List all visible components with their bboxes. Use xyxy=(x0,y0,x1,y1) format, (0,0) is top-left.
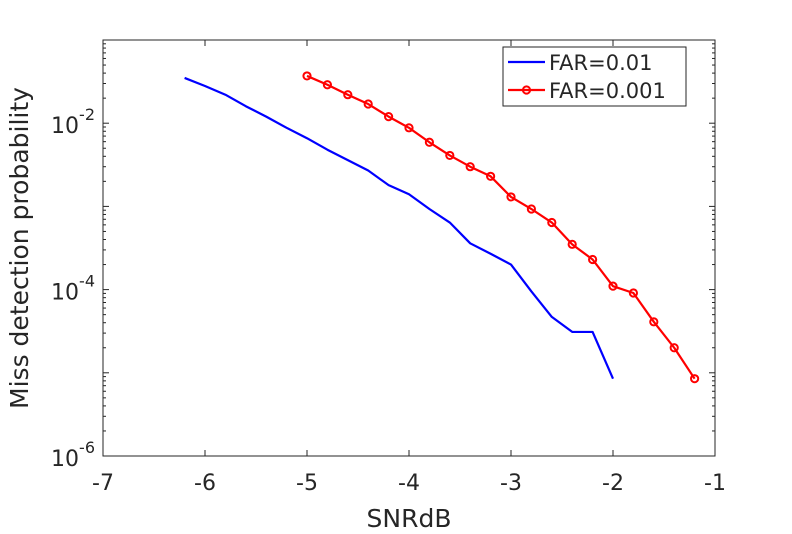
data-point xyxy=(567,239,577,249)
y-tick-label-exponent: -2 xyxy=(79,105,95,124)
legend-label: FAR=0.001 xyxy=(549,79,666,103)
data-point xyxy=(506,192,516,202)
data-point xyxy=(384,112,394,122)
x-axis-label: SNRdB xyxy=(367,504,452,533)
data-point xyxy=(424,137,434,147)
x-tick-label: -3 xyxy=(500,471,522,496)
legend: FAR=0.01 FAR=0.001 xyxy=(502,46,687,107)
legend-box xyxy=(502,46,687,107)
x-tick-label: -1 xyxy=(704,471,726,496)
axes-box xyxy=(102,39,716,457)
x-tick-label: -7 xyxy=(92,471,114,496)
data-point xyxy=(690,374,700,384)
x-tick-label: -4 xyxy=(398,471,420,496)
data-point xyxy=(588,254,598,265)
data-point xyxy=(526,204,537,214)
y-tick-label-base: 10 xyxy=(51,114,79,139)
y-tick-label: 10-2 xyxy=(51,105,95,139)
data-point xyxy=(608,281,618,291)
y-tick-label-exponent: -4 xyxy=(79,272,95,291)
series-line xyxy=(184,76,615,380)
data-point xyxy=(343,90,353,100)
series-1 xyxy=(184,76,615,380)
y-axis-label: Miss detection probability xyxy=(5,87,34,409)
series-2 xyxy=(302,71,700,384)
legend-label: FAR=0.01 xyxy=(549,51,652,75)
legend-marker xyxy=(521,85,532,95)
x-tick-label: -6 xyxy=(194,471,216,496)
data-point xyxy=(547,217,557,228)
x-tick-label: -2 xyxy=(602,471,624,496)
plot-area xyxy=(103,40,715,456)
y-tick-labels: 10-610-410-2 xyxy=(51,105,95,472)
data-point xyxy=(669,343,679,353)
data-point xyxy=(302,71,312,81)
data-point xyxy=(486,171,496,181)
data-point xyxy=(363,99,373,109)
data-point xyxy=(404,123,414,133)
x-tick-label: -5 xyxy=(296,471,318,496)
data-point xyxy=(445,150,455,161)
y-tick-label-base: 10 xyxy=(51,447,79,472)
data-point xyxy=(465,162,475,172)
data-point xyxy=(649,317,659,327)
series-layer xyxy=(184,71,700,384)
x-tick-labels: -7 -6 -5 -4 -3 -2 -1 xyxy=(92,471,726,496)
y-tick-label: 10-6 xyxy=(51,438,95,472)
y-tick-label: 10-4 xyxy=(51,272,95,306)
data-point xyxy=(628,288,639,298)
y-tick-label-base: 10 xyxy=(51,281,79,306)
data-point xyxy=(322,80,332,90)
y-tick-label-exponent: -6 xyxy=(79,438,95,457)
